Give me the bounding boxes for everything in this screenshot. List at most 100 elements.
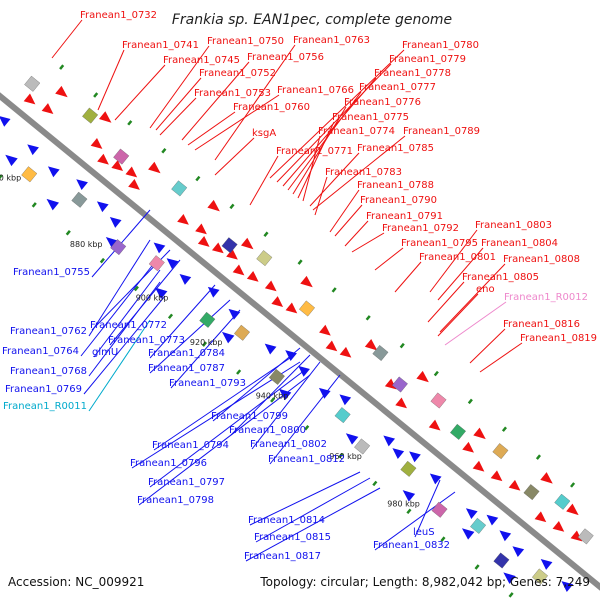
- reverse-gene-label-franean1-0772: Franean1_0772: [90, 320, 167, 331]
- reverse-arrow: [383, 435, 396, 447]
- reverse-arrow: [298, 365, 310, 377]
- reverse-arrow: [512, 546, 525, 558]
- reverse-arrow-outer: [221, 331, 235, 344]
- reverse-arrow-outer: [503, 572, 516, 584]
- feature-block: [577, 528, 594, 545]
- reverse-arrow: [540, 559, 553, 570]
- leader-line-franean1-0789: [312, 135, 406, 211]
- reverse-arrow: [409, 451, 421, 463]
- forward-gene-label-eno: eno: [476, 284, 495, 295]
- leader-line-eno: [437, 293, 479, 337]
- leader-line-franean1-0750: [149, 45, 210, 129]
- forward-arrow-outer: [473, 427, 486, 440]
- forward-arrow-outer: [416, 370, 429, 383]
- forward-arrow: [462, 441, 474, 453]
- position-tick: [167, 313, 174, 320]
- forward-gene-label-franean1-0766: Franean1_0766: [277, 85, 354, 96]
- feature-block: [113, 148, 130, 165]
- leader-line-franean1-0771: [249, 155, 279, 206]
- scale-label-900-kbp: 900 kbp: [136, 294, 169, 303]
- leader-line-franean1-0815: [255, 477, 371, 543]
- scale-label-920-kbp: 920 kbp: [190, 338, 223, 347]
- position-tick: [270, 397, 276, 403]
- feature-block: [221, 237, 238, 254]
- reverse-arrow: [0, 115, 11, 127]
- feature-block: [400, 460, 417, 477]
- reverse-arrow: [561, 581, 574, 592]
- reverse-gene-label-franean1-0762: Franean1_0762: [10, 326, 87, 337]
- forward-arrow-outer: [240, 237, 254, 250]
- position-tick: [65, 230, 71, 236]
- forward-arrow: [428, 419, 441, 431]
- position-tick: [338, 452, 344, 459]
- forward-arrow: [534, 511, 547, 523]
- reverse-arrow-outer: [154, 287, 168, 299]
- reverse-arrow: [429, 473, 442, 485]
- forward-gene-label-franean1-0745: Franean1_0745: [163, 55, 240, 66]
- leader-line-franean1-0732: [51, 19, 83, 59]
- forward-gene-label-franean1-0789: Franean1_0789: [403, 126, 480, 137]
- feature-block: [372, 345, 389, 361]
- scale-label-860-kbp: 860 kbp: [0, 173, 21, 182]
- reverse-arrow: [499, 530, 512, 542]
- forward-gene-label-franean1-0779: Franean1_0779: [389, 54, 466, 65]
- reverse-arrow: [339, 394, 352, 406]
- leader-line-franean1-0805: [427, 281, 465, 323]
- forward-gene-label-franean1-0756: Franean1_0756: [247, 52, 324, 63]
- leader-line-franean1-0762: [88, 239, 151, 337]
- position-tick: [31, 202, 37, 208]
- position-tick: [59, 64, 65, 70]
- forward-gene-label-franean1-0780: Franean1_0780: [402, 40, 479, 51]
- forward-arrow: [395, 397, 407, 409]
- forward-gene-label-franean1-0774: Franean1_0774: [318, 126, 395, 137]
- position-tick: [433, 370, 439, 377]
- label-leader-lines: [51, 19, 523, 562]
- forward-gene-label-franean1-0775: Franean1_0775: [332, 112, 409, 123]
- leader-line-franean1-0775: [297, 121, 335, 199]
- forward-arrow-outer: [55, 85, 68, 98]
- forward-gene-label-franean1-0752: Franean1_0752: [199, 68, 276, 79]
- leader-line-franean1-0756: [181, 61, 250, 141]
- forward-arrow-outer: [148, 161, 161, 174]
- forward-gene-label-franean1-0753: Franean1_0753: [194, 88, 271, 99]
- leader-line-franean1-0785: [309, 152, 360, 207]
- feature-block: [430, 392, 447, 409]
- feature-block: [268, 368, 285, 385]
- feature-block: [493, 552, 510, 569]
- forward-arrow: [197, 236, 210, 247]
- position-tick: [535, 454, 542, 460]
- forward-gene-label-ksga: ksgA: [252, 128, 276, 139]
- reverse-gene-label-franean1-0764: Franean1_0764: [2, 346, 79, 357]
- forward-gene-label-franean1-0763: Franean1_0763: [293, 35, 370, 46]
- position-tick: [263, 231, 269, 238]
- forward-arrow: [508, 479, 521, 491]
- feature-block: [256, 250, 273, 267]
- forward-arrow: [490, 470, 503, 482]
- forward-gene-label-franean1-0795: Franean1_0795: [401, 238, 478, 249]
- reverse-arrow-outer: [461, 528, 475, 540]
- forward-arrow: [472, 460, 485, 472]
- reverse-gene-label-franean1-0814: Franean1_0814: [248, 515, 325, 526]
- reverse-arrow: [465, 508, 478, 520]
- leader-line-franean1-0797: [149, 369, 306, 488]
- leader-line-franean1-0795: [374, 247, 404, 271]
- gene-labels: Franean1_0732 Franean1_0741 Franean1_0750 F…: [2, 10, 597, 562]
- reverse-gene-label-franean1-0773: Franean1_0773: [108, 335, 185, 346]
- forward-arrow: [264, 280, 277, 292]
- reverse-gene-label-franean1-0800: Franean1_0800: [229, 425, 306, 436]
- reverse-gene-label-glmu: glmU: [92, 347, 118, 358]
- position-tick: [365, 315, 371, 321]
- reverse-arrow: [153, 242, 166, 254]
- reverse-gene-label-franean1-0812: Franean1_0812: [268, 454, 345, 465]
- forward-gene-label-franean1-0732: Franean1_0732: [80, 10, 157, 21]
- forward-gene-label-franean1-0741: Franean1_0741: [122, 40, 199, 51]
- forward-gene-label-franean1-0816: Franean1_0816: [503, 319, 580, 330]
- reverse-gene-label-franean1-0798: Franean1_0798: [137, 495, 214, 506]
- leader-line-franean1-0788: [329, 189, 360, 233]
- leader-line-franean1-0753: [159, 97, 197, 136]
- position-tick: [93, 92, 99, 98]
- feature-block: [554, 493, 571, 510]
- reverse-arrow: [27, 144, 39, 156]
- leader-line-franean1-0804: [437, 247, 484, 301]
